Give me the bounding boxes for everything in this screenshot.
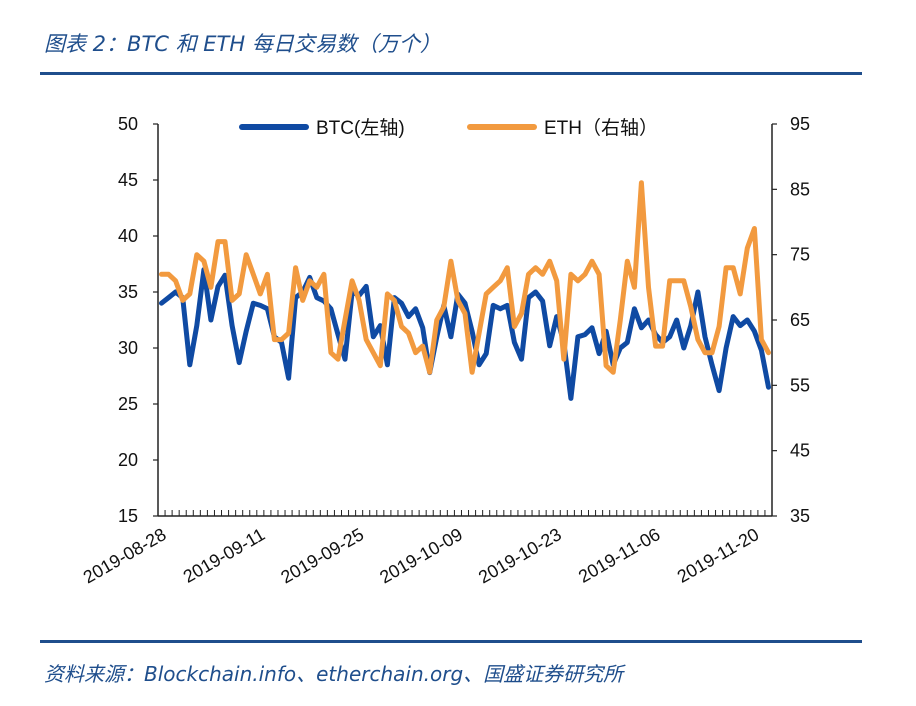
y-right-tick-label: 75 <box>790 245 810 265</box>
y-right-tick-label: 65 <box>790 310 810 330</box>
source-note: 资料来源：Blockchain.info、etherchain.org、国盛证券… <box>44 662 624 686</box>
y-left-tick-label: 20 <box>118 450 138 470</box>
btc-series-line <box>159 267 771 401</box>
x-tick-label: 2019-11-20 <box>674 524 763 587</box>
x-tick-label: 2019-10-23 <box>475 524 565 587</box>
x-tick-label: 2019-09-25 <box>277 524 367 587</box>
legend-eth-label: ETH（右轴） <box>544 117 658 139</box>
chart-legend: BTC(左轴) ETH（右轴） <box>239 117 658 139</box>
legend-btc-label: BTC(左轴) <box>316 117 405 139</box>
y-right-tick-label: 55 <box>790 375 810 395</box>
x-tick-label: 2019-10-09 <box>376 524 466 587</box>
source-divider <box>40 640 862 643</box>
y-left-tick-label: 25 <box>118 394 138 414</box>
y-left-tick-label: 50 <box>118 114 138 134</box>
y-left-tick-label: 40 <box>118 226 138 246</box>
x-tick-label: 2019-09-11 <box>180 524 269 587</box>
y-right-tick-label: 85 <box>790 179 810 199</box>
y-left-tick-label: 15 <box>118 506 138 526</box>
chart-title: 图表 2：BTC 和 ETH 每日交易数（万个） <box>44 32 441 56</box>
y-left-tick-label: 30 <box>118 338 138 358</box>
y-right-tick-label: 95 <box>790 114 810 134</box>
x-tick-label: 2019-11-06 <box>575 524 664 587</box>
y-right-tick-label: 35 <box>790 506 810 526</box>
eth-series-line <box>159 180 771 375</box>
y-left-tick-label: 45 <box>118 170 138 190</box>
y-left-tick-label: 35 <box>118 282 138 302</box>
chart-series <box>159 180 771 401</box>
y-right-tick-label: 45 <box>790 441 810 461</box>
title-divider <box>40 72 862 75</box>
x-tick-label: 2019-08-28 <box>80 524 170 587</box>
